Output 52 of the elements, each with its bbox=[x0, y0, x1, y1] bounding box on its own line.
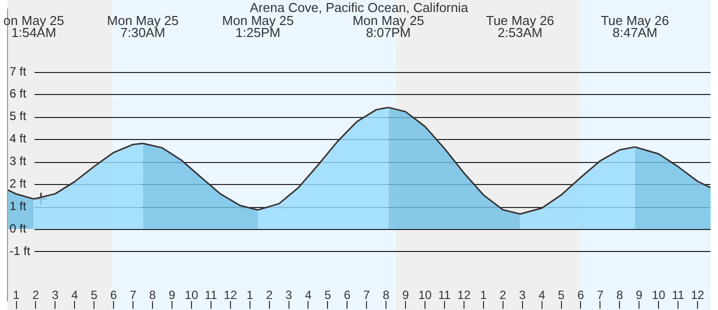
y-tick-label: 3 ft bbox=[10, 154, 27, 168]
x-tick-label: 7 bbox=[596, 288, 604, 302]
x-tick-label: 1 bbox=[246, 288, 254, 302]
x-tick-label: 11 bbox=[672, 288, 685, 302]
annotation: Tue May 26 8:47AM bbox=[600, 13, 669, 40]
x-tick-label: 7 bbox=[130, 288, 137, 302]
x-tick-label: 1 bbox=[12, 288, 20, 302]
y-tick-label: 0 ft bbox=[10, 221, 27, 236]
x-tick-label: 4 bbox=[538, 288, 546, 302]
y-tick-label: 6 ft bbox=[10, 86, 27, 101]
x-tick-label: 3 bbox=[52, 288, 59, 302]
x-tick-label: 5 bbox=[558, 288, 565, 302]
y-tick-label: 1 ft bbox=[10, 198, 27, 213]
x-tick-label: 2 bbox=[266, 288, 273, 302]
y-tick-label: 4 ft bbox=[10, 132, 27, 146]
annotation: Mon May 25 8:07PM bbox=[352, 13, 424, 40]
x-tick-label: 4 bbox=[71, 288, 78, 302]
x-tick-label: 2 bbox=[32, 288, 40, 302]
x-tick-label: 5 bbox=[90, 288, 98, 302]
x-tick-label: 12 bbox=[690, 288, 705, 302]
annotation: Mon May 25 7:30AM bbox=[107, 13, 179, 40]
y-tick-label: 5 ft bbox=[10, 109, 27, 124]
y-tick-label: 2 ft bbox=[10, 176, 27, 190]
x-tick-label: 7 bbox=[363, 288, 370, 302]
x-tick-label: 9 bbox=[402, 288, 410, 302]
y-tick-label: 7 ft bbox=[10, 64, 27, 78]
chart-title: Arena Cove, Pacific Ocean, California bbox=[250, 0, 469, 15]
x-tick-label: 8 bbox=[616, 288, 624, 302]
x-tick-label: 4 bbox=[304, 288, 312, 302]
x-tick-label: 8 bbox=[149, 288, 156, 302]
annotation: on May 25 1:54AM bbox=[3, 13, 64, 40]
y-tick-label: -1 ft bbox=[10, 244, 31, 258]
x-tick-label: 1 bbox=[480, 288, 488, 302]
x-tick-label: 10 bbox=[418, 288, 432, 302]
x-tick-label: 11 bbox=[204, 288, 218, 302]
x-tick-label: 3 bbox=[518, 288, 526, 302]
x-tick-label: 10 bbox=[184, 288, 198, 302]
x-tick-label: 5 bbox=[324, 288, 332, 302]
x-tick-label: 9 bbox=[636, 288, 643, 302]
x-tick-label: 11 bbox=[438, 288, 452, 302]
x-tick-label: 2 bbox=[500, 288, 507, 302]
x-tick-label: 10 bbox=[652, 288, 666, 302]
x-tick-label: 12 bbox=[457, 288, 471, 302]
annotation: Tue May 26 2:53AM bbox=[486, 13, 554, 40]
x-tick-label: 8 bbox=[382, 288, 390, 302]
x-tick-label: 12 bbox=[224, 288, 238, 302]
x-tick-label: 6 bbox=[577, 288, 584, 302]
x-tick-label: 9 bbox=[168, 288, 176, 302]
x-tick-label: 6 bbox=[110, 288, 118, 302]
x-tick-label: 6 bbox=[344, 288, 351, 302]
x-tick-label: 3 bbox=[285, 288, 292, 302]
annotation: Mon May 25 1:25PM bbox=[222, 13, 294, 40]
